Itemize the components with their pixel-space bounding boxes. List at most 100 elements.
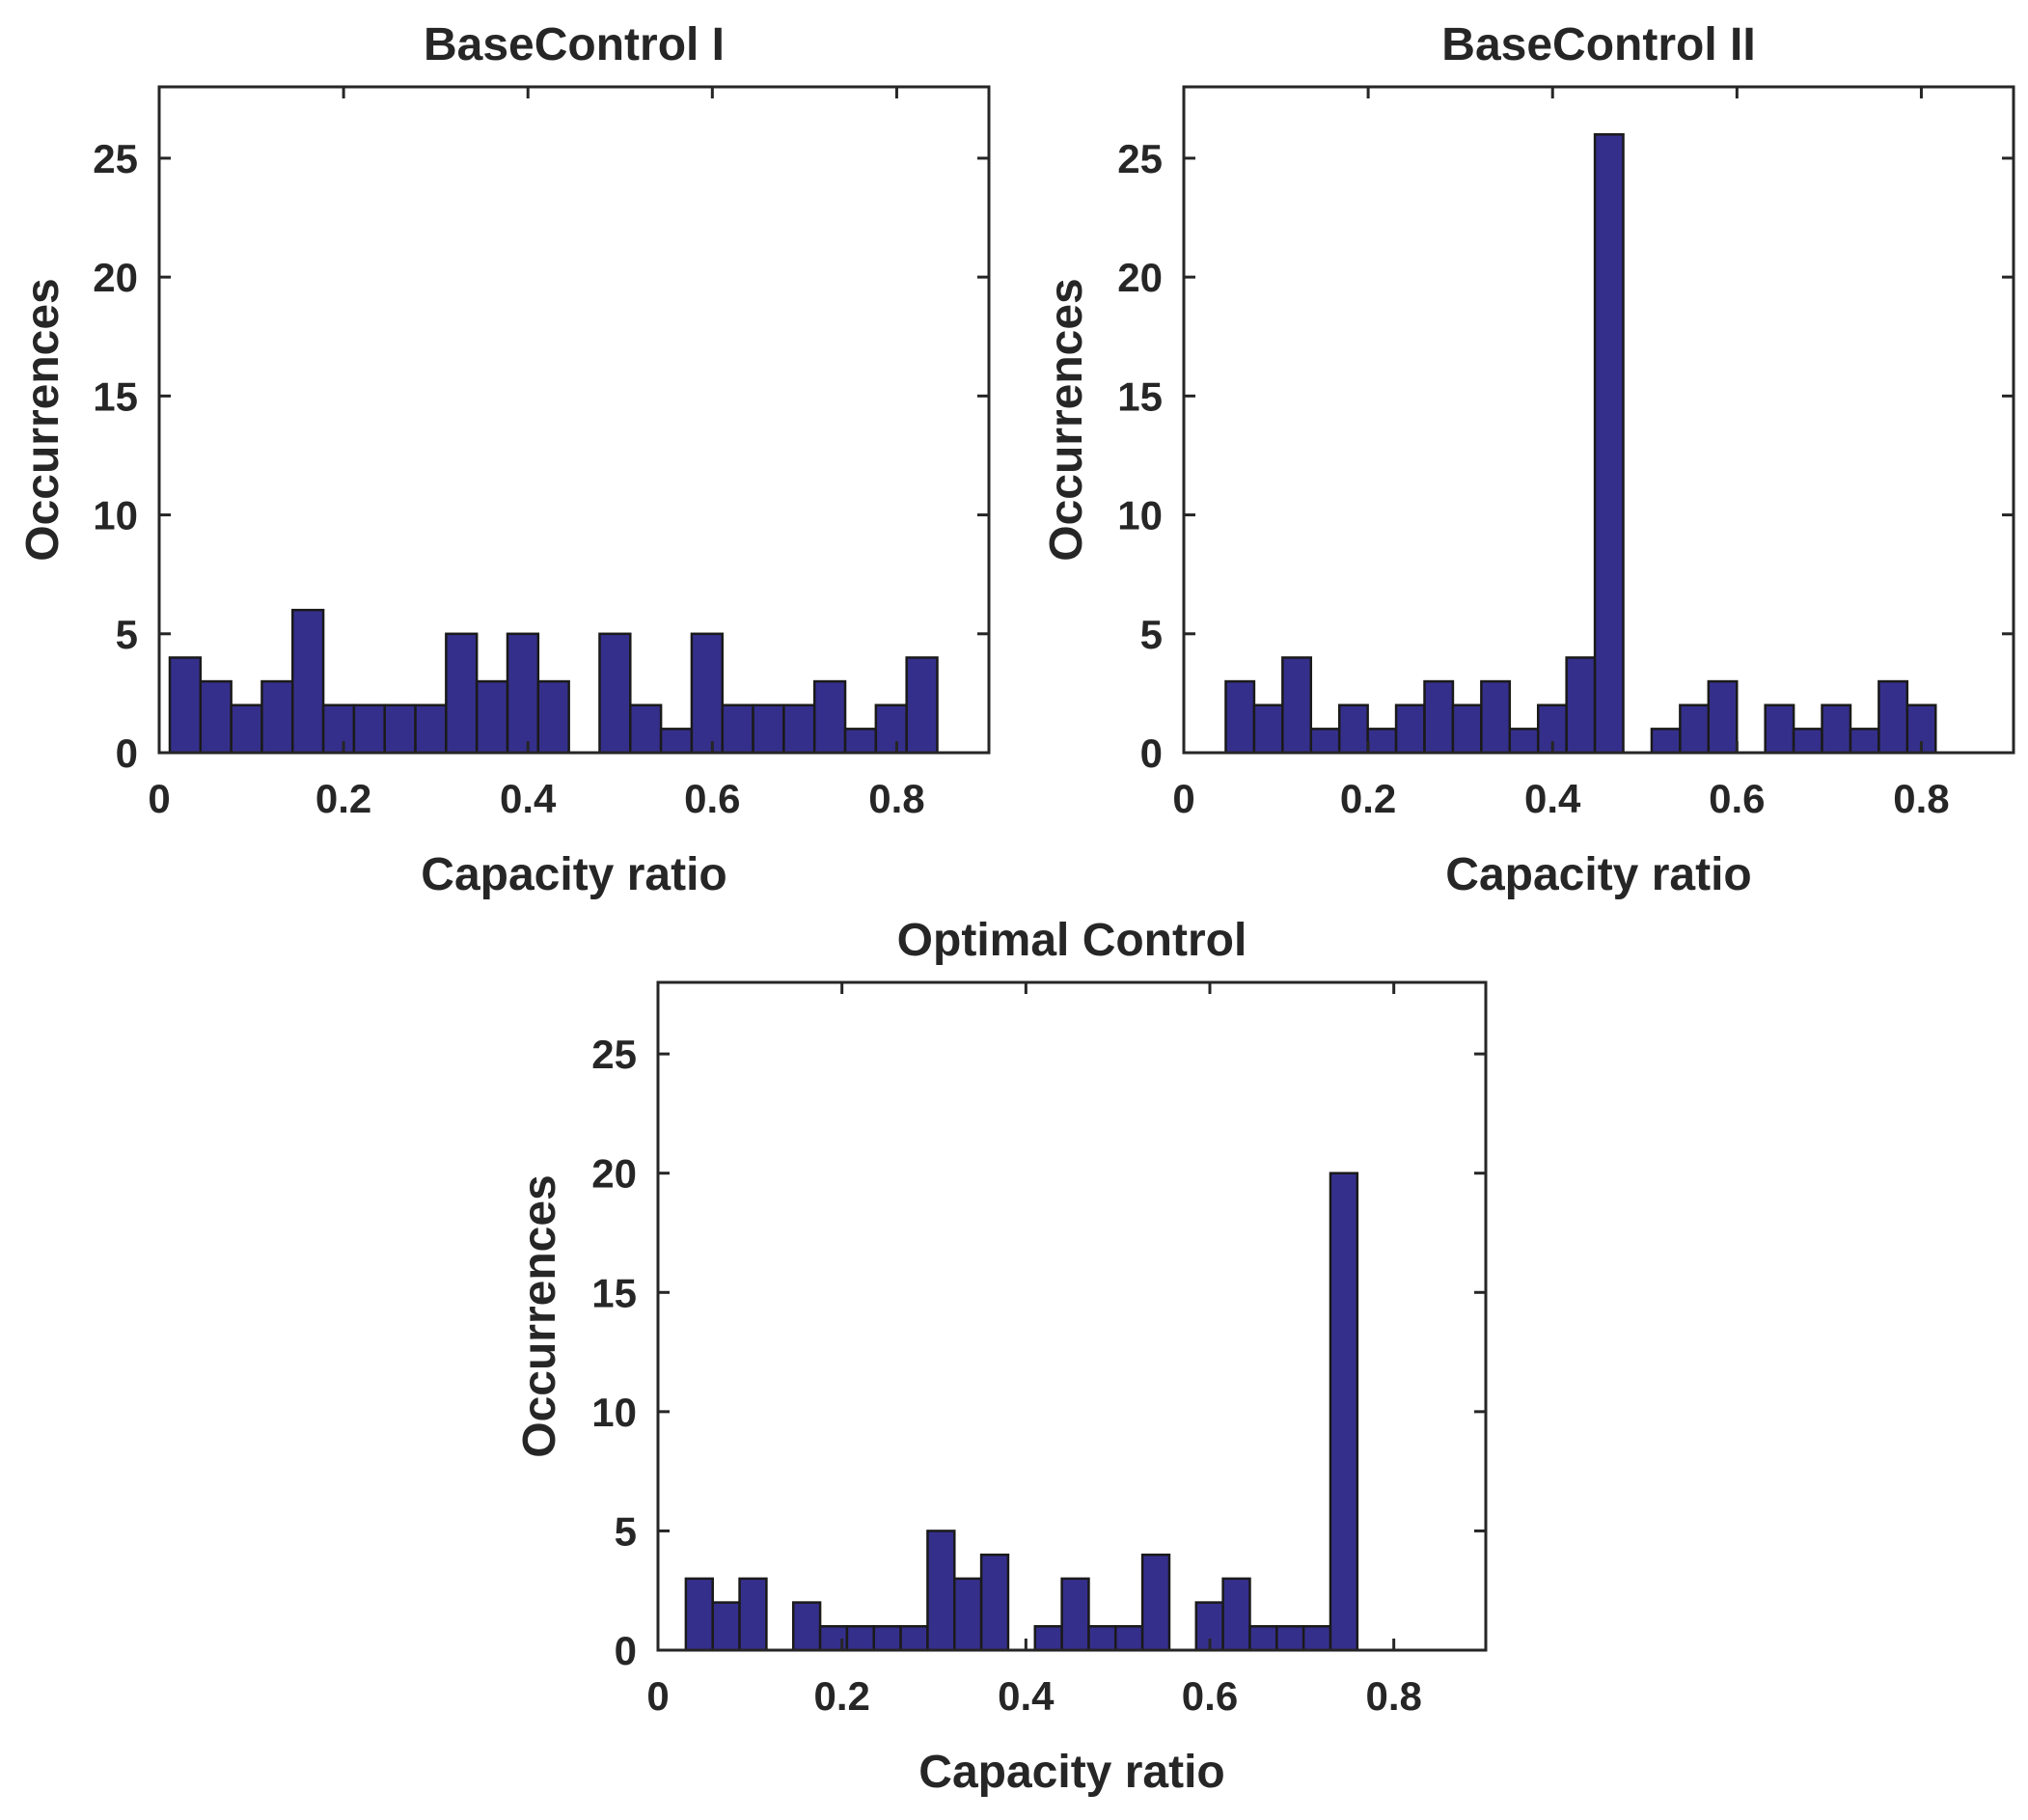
histogram-bar [1821, 703, 1852, 755]
panel-optimal-control: Optimal Control Capacity ratio Occurrenc… [514, 915, 1488, 1798]
histogram-bar [1060, 1577, 1090, 1652]
x-tick-label: 0 [646, 1673, 669, 1719]
y-axis-label: Occurrences [1041, 278, 1092, 562]
y-axis-label: Occurrences [514, 1174, 565, 1458]
y-tick-label: 15 [591, 1270, 637, 1315]
histogram-bar [684, 1577, 714, 1652]
histogram-bar [843, 728, 878, 755]
histogram-bar [979, 1553, 1010, 1652]
histogram-bar [1275, 1625, 1305, 1652]
x-axis-label: Capacity ratio [918, 1747, 1224, 1798]
histogram-bar [1366, 728, 1398, 755]
histogram-bar [791, 1601, 822, 1652]
x-tick-label: 0.2 [1340, 776, 1396, 821]
tick-group: 0 0.2 0.4 0.6 0.8 0 5 10 15 20 25 [93, 87, 989, 821]
x-tick-label: 0.8 [1893, 776, 1949, 821]
histogram-bar [1140, 1553, 1171, 1652]
plot-frame [157, 85, 991, 755]
y-tick-label: 5 [116, 612, 138, 657]
histogram-bar [445, 632, 479, 755]
histogram-bar [818, 1625, 849, 1652]
y-tick-label: 25 [591, 1032, 637, 1077]
tick-group: 0 0.2 0.4 0.6 0.8 0 5 10 15 20 25 [1117, 87, 2014, 821]
histogram-bar [1565, 656, 1597, 755]
panel-basecontrol-2: BaseControl II Capacity ratio Occurrence… [1041, 19, 2015, 900]
histogram-bar [1792, 728, 1823, 755]
histogram-bar [1764, 703, 1795, 755]
histogram-bar [690, 632, 724, 755]
y-tick-label: 10 [591, 1390, 637, 1435]
y-tick-label: 20 [93, 255, 138, 300]
y-tick-label: 5 [1140, 612, 1163, 657]
histogram-bar [1309, 728, 1341, 755]
histogram-bar [352, 703, 386, 755]
histogram-bar [711, 1601, 741, 1652]
histogram-bar [321, 703, 356, 755]
histogram-bar [872, 1625, 902, 1652]
histogram-bar [475, 679, 509, 755]
histogram-bar [782, 703, 816, 755]
y-tick-label: 25 [93, 136, 138, 181]
chart-title: Optimal Control [897, 915, 1247, 966]
histogram-bar [629, 703, 663, 755]
histogram-bar [260, 679, 294, 755]
histogram-bar [1480, 679, 1512, 755]
x-tick-label: 0.4 [1524, 776, 1581, 821]
histogram-bar [1394, 703, 1426, 755]
histogram-bar [1451, 703, 1483, 755]
panel-basecontrol-1: BaseControl I Capacity ratio Occurrences… [17, 19, 991, 900]
bar-group [168, 608, 939, 755]
y-tick-label: 0 [1140, 731, 1163, 776]
y-tick-label: 15 [93, 373, 138, 419]
chart-title: BaseControl I [424, 19, 725, 70]
histogram-bar [1650, 728, 1682, 755]
histogram-bar [1423, 679, 1455, 755]
histogram-bar [738, 1577, 768, 1652]
x-tick-label: 0.6 [1182, 1673, 1238, 1719]
histogram-bar [874, 703, 908, 755]
histogram-bar [1252, 703, 1284, 755]
plot-frame [1182, 85, 2015, 755]
histogram-bar [752, 703, 785, 755]
y-tick-label: 25 [1117, 136, 1163, 181]
y-tick-label: 10 [93, 493, 138, 538]
x-tick-label: 0.2 [813, 1673, 869, 1719]
y-tick-label: 0 [116, 731, 138, 776]
histogram-bar [230, 703, 263, 755]
x-tick-label: 0.4 [998, 1673, 1055, 1719]
histogram-bar [1707, 679, 1739, 755]
histogram-bar [383, 703, 417, 755]
histogram-bar [1281, 656, 1313, 755]
histogram-bar [845, 1625, 875, 1652]
histogram-bar [1593, 133, 1625, 755]
tick-group: 0 0.2 0.4 0.6 0.8 0 5 10 15 20 25 [591, 982, 1486, 1719]
histogram-bar [1329, 1172, 1359, 1652]
bar-group [684, 1172, 1359, 1652]
y-tick-label: 0 [615, 1628, 637, 1673]
histogram-bar [905, 656, 939, 755]
histogram-bar [1302, 1625, 1332, 1652]
histogram-bar [659, 728, 694, 755]
histogram-bar [1679, 703, 1711, 755]
x-tick-label: 0.8 [868, 776, 924, 821]
histogram-bar [1114, 1625, 1144, 1652]
histogram-bar [506, 632, 540, 755]
y-tick-label: 5 [615, 1508, 637, 1554]
histogram-bar [1849, 728, 1880, 755]
histogram-bar [926, 1530, 956, 1652]
histogram-bar [1033, 1625, 1063, 1652]
x-tick-label: 0 [1172, 776, 1194, 821]
histogram-bar [953, 1577, 983, 1652]
histogram-bar [598, 632, 632, 755]
histogram-bar [1221, 1577, 1251, 1652]
x-tick-label: 0.6 [1709, 776, 1765, 821]
y-tick-label: 20 [1117, 255, 1163, 300]
histogram-bar [291, 608, 325, 755]
x-axis-label: Capacity ratio [1445, 849, 1751, 900]
histogram-bar [1877, 679, 1909, 755]
histogram-bar [721, 703, 754, 755]
plot-frame [656, 980, 1488, 1652]
bar-group [1224, 133, 1937, 755]
histogram-bar [168, 656, 203, 755]
